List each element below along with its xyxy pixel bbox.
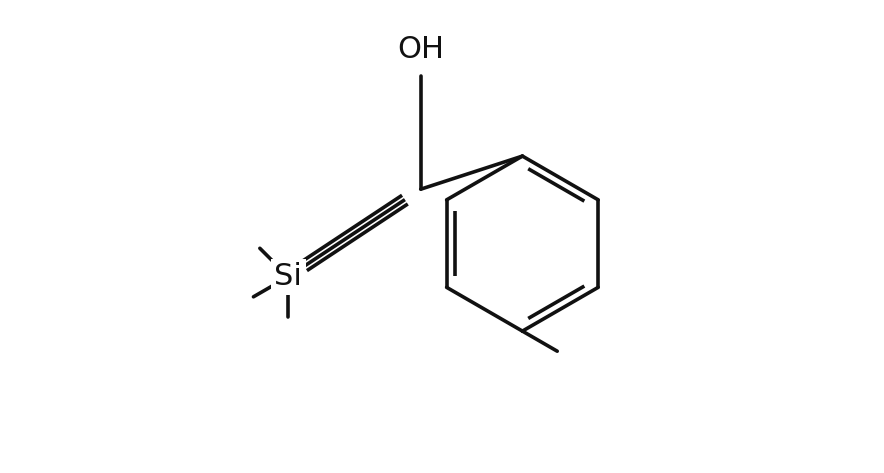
Text: OH: OH: [397, 35, 445, 64]
Text: Si: Si: [274, 262, 302, 291]
